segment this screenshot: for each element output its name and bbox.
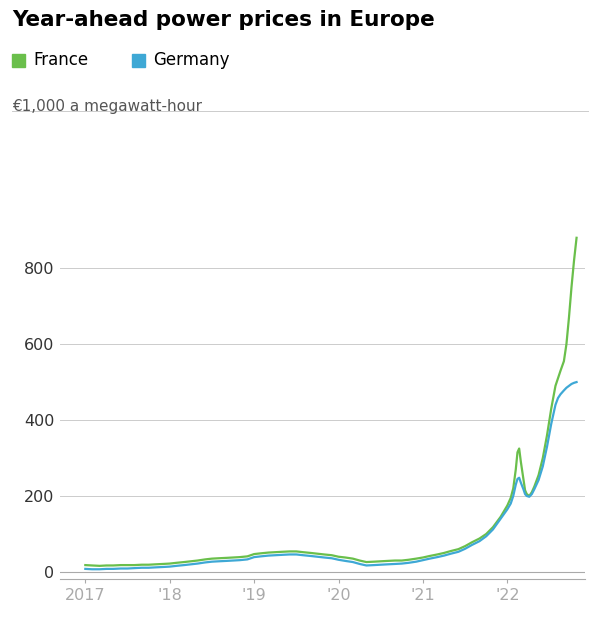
Text: Year-ahead power prices in Europe: Year-ahead power prices in Europe (12, 10, 435, 29)
Text: Germany: Germany (153, 52, 229, 69)
Text: €1,000 a megawatt-hour: €1,000 a megawatt-hour (12, 99, 202, 114)
Text: France: France (33, 52, 88, 69)
